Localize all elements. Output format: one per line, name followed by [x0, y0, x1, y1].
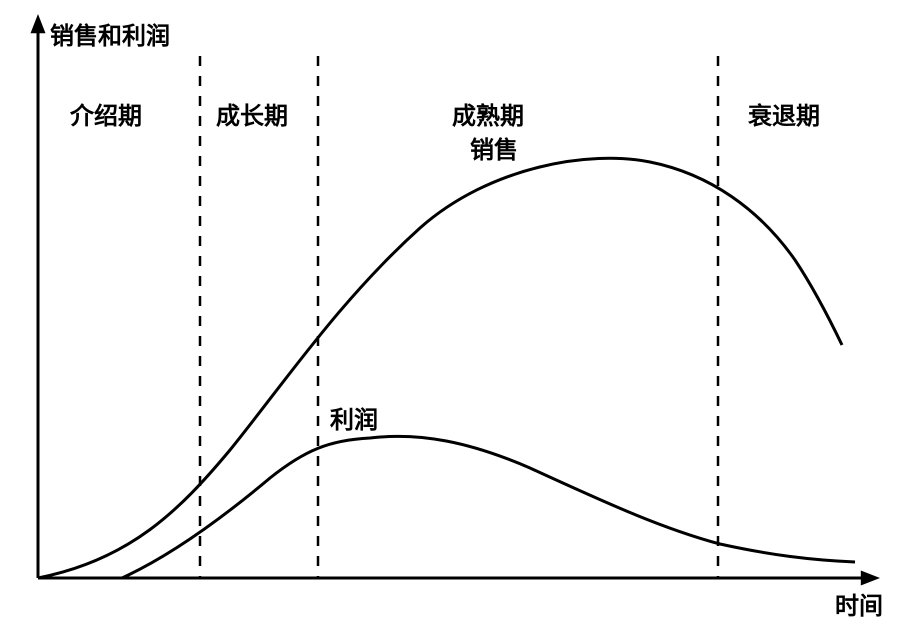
series-label-profit: 利润 [330, 400, 378, 435]
x-axis-label: 时间 [835, 586, 883, 621]
phase-label-intro: 介绍期 [70, 96, 142, 131]
product-lifecycle-chart: 销售和利润 时间 介绍期 成长期 成熟期 衰退期 销售 利润 [0, 0, 922, 634]
phase-label-growth: 成长期 [216, 96, 288, 131]
series-label-sales: 销售 [470, 130, 518, 165]
phase-label-mature: 成熟期 [452, 96, 524, 131]
y-axis-label: 销售和利润 [50, 16, 170, 51]
phase-label-decline: 衰退期 [748, 96, 820, 131]
